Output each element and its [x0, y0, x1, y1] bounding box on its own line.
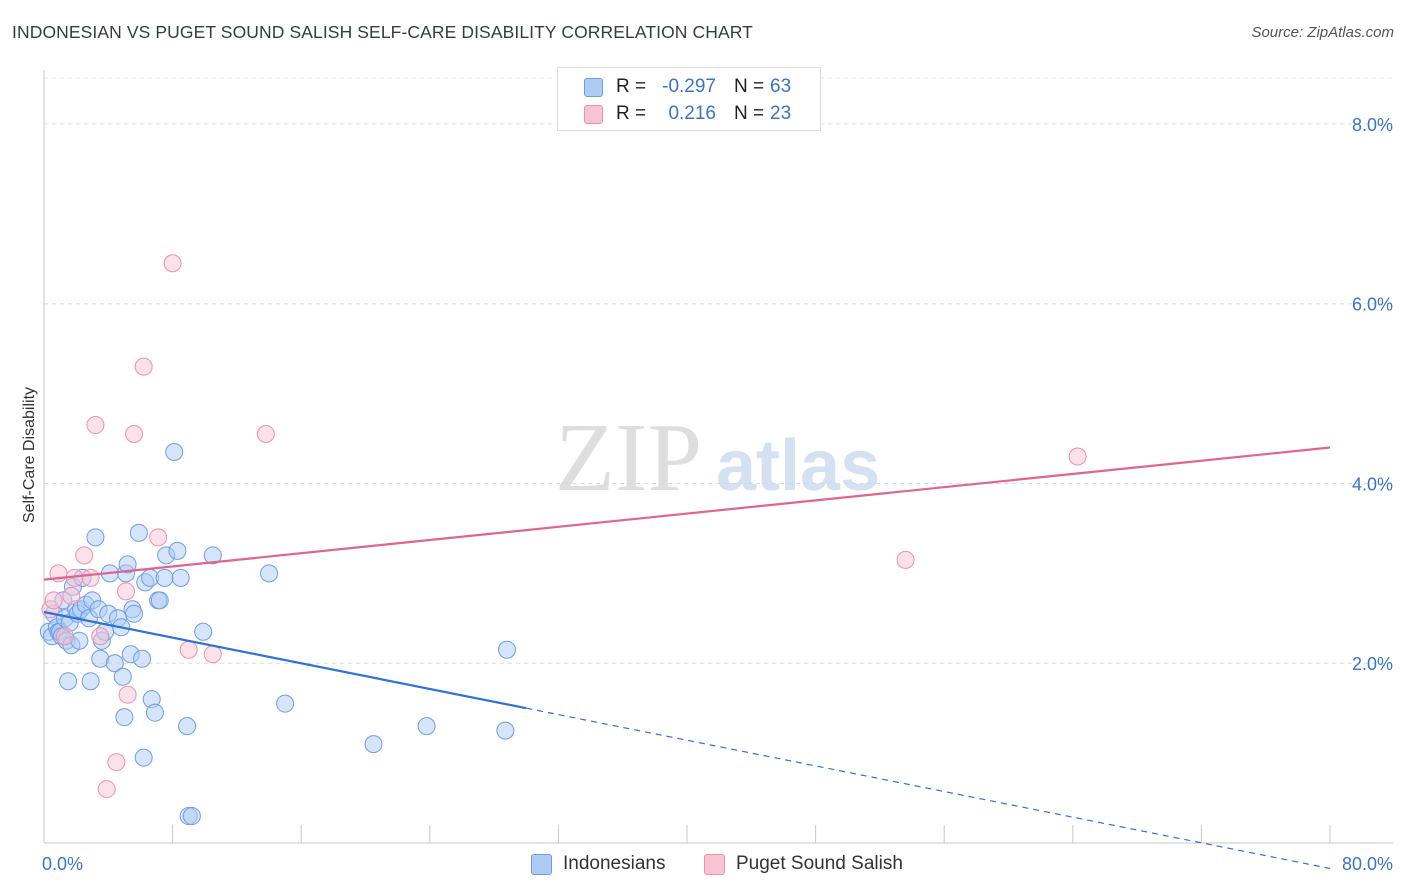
point-indonesians [145, 703, 164, 722]
point-indonesians [182, 807, 201, 826]
point-puget-sound-salish [163, 254, 182, 273]
point-puget-sound-salish [1068, 447, 1087, 466]
series-label-puget-sound-salish: Puget Sound Salish [736, 853, 903, 874]
axes [43, 70, 1393, 844]
point-puget-sound-salish [75, 546, 94, 565]
point-indonesians [171, 568, 190, 587]
legend-row-indonesians: R = -0.297 N = 63 [558, 74, 820, 100]
correlation-legend: R = -0.297 N = 63 R = 0.216 N = 23 [557, 67, 821, 131]
point-indonesians [86, 528, 105, 547]
legend-n-value-indonesians: 63 [770, 76, 792, 97]
point-indonesians [203, 546, 222, 565]
point-puget-sound-salish [107, 753, 126, 772]
series-swatch-puget-sound-salish [704, 854, 725, 875]
trend-lines [43, 446, 1331, 870]
y-tick-label: 6.0% [1352, 295, 1393, 315]
chart-title: INDONESIAN VS PUGET SOUND SALISH SELF-CA… [12, 22, 753, 42]
point-indonesians [105, 654, 124, 673]
point-indonesians [417, 717, 436, 736]
point-indonesians [113, 667, 132, 686]
y-axis-label: Self-Care Disability [21, 387, 38, 523]
legend-swatch-indonesians [584, 78, 603, 97]
point-indonesians [168, 541, 187, 560]
point-indonesians [194, 622, 213, 641]
point-puget-sound-salish [118, 685, 137, 704]
point-puget-sound-salish [97, 780, 116, 799]
watermark: ZIP atlas [555, 404, 880, 512]
tick-labels: 2.0% 4.0% 6.0% 8.0% 0.0% 80.0% [42, 115, 1393, 874]
point-indonesians [133, 649, 152, 668]
point-indonesians [59, 672, 78, 691]
trend-line-indonesians [43, 610, 527, 710]
point-puget-sound-salish [81, 568, 100, 587]
point-puget-sound-salish [44, 591, 63, 610]
legend-r-label: R = [616, 103, 647, 124]
point-puget-sound-salish [149, 528, 168, 547]
grid [44, 77, 1393, 664]
point-puget-sound-salish [86, 416, 105, 435]
point-indonesians [118, 555, 137, 574]
watermark-atlas: atlas [716, 426, 880, 506]
point-indonesians [115, 708, 134, 727]
point-puget-sound-salish [134, 357, 153, 376]
point-puget-sound-salish [116, 582, 135, 601]
y-tick-label: 2.0% [1352, 654, 1393, 674]
source-label: Source: ZipAtlas.com [1251, 24, 1394, 41]
x-tick-label-max: 80.0% [1342, 854, 1393, 874]
legend-n-label: N = [734, 103, 765, 124]
x-tick-label-min: 0.0% [42, 854, 83, 874]
trend-line-puget-sound-salish [43, 446, 1331, 581]
data-points [39, 254, 1087, 826]
series-swatch-indonesians [531, 854, 552, 875]
point-indonesians [260, 564, 279, 583]
legend-n-value-puget-sound-salish: 23 [770, 103, 792, 124]
point-indonesians [150, 591, 169, 610]
point-indonesians [364, 735, 383, 754]
point-indonesians [496, 721, 515, 740]
point-puget-sound-salish [62, 586, 81, 605]
legend-swatch-puget-sound-salish [584, 105, 603, 124]
point-indonesians [276, 694, 295, 713]
point-puget-sound-salish [179, 640, 198, 659]
y-tick-label: 4.0% [1352, 474, 1393, 494]
point-puget-sound-salish [256, 425, 275, 444]
legend-r-value-puget-sound-salish: 0.216 [668, 103, 716, 124]
legend-r-value-indonesians: -0.297 [662, 76, 716, 97]
point-puget-sound-salish [91, 627, 110, 646]
point-puget-sound-salish [203, 645, 222, 664]
series-label-indonesians: Indonesians [563, 853, 666, 874]
point-indonesians [155, 568, 174, 587]
point-puget-sound-salish [55, 627, 74, 646]
watermark-zip: ZIP [555, 404, 702, 512]
point-indonesians [165, 443, 184, 462]
point-indonesians [178, 717, 197, 736]
point-indonesians [129, 523, 148, 542]
y-tick-label: 8.0% [1352, 115, 1393, 135]
point-puget-sound-salish [896, 550, 915, 569]
point-indonesians [134, 748, 153, 767]
legend-n-label: N = [734, 76, 765, 97]
trend-line-indonesians-extension [526, 707, 1331, 870]
legend-r-label: R = [616, 76, 647, 97]
point-indonesians [497, 640, 516, 659]
point-puget-sound-salish [125, 425, 144, 444]
point-indonesians [81, 672, 100, 691]
legend-row-puget-sound-salish: R = 0.216 N = 23 [558, 101, 820, 127]
point-indonesians [125, 604, 144, 623]
